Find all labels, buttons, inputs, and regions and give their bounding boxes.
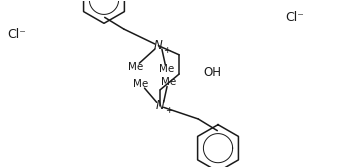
Text: Me: Me xyxy=(133,79,149,89)
Text: Me: Me xyxy=(161,77,176,87)
Text: Cl⁻: Cl⁻ xyxy=(8,28,26,40)
Text: Me: Me xyxy=(159,64,175,74)
Text: +: + xyxy=(163,46,171,55)
Text: N: N xyxy=(156,99,165,112)
Text: Me: Me xyxy=(128,62,143,72)
Text: OH: OH xyxy=(204,66,221,79)
Text: Cl⁻: Cl⁻ xyxy=(285,11,304,24)
Text: N: N xyxy=(154,39,163,52)
Text: +: + xyxy=(165,106,173,115)
